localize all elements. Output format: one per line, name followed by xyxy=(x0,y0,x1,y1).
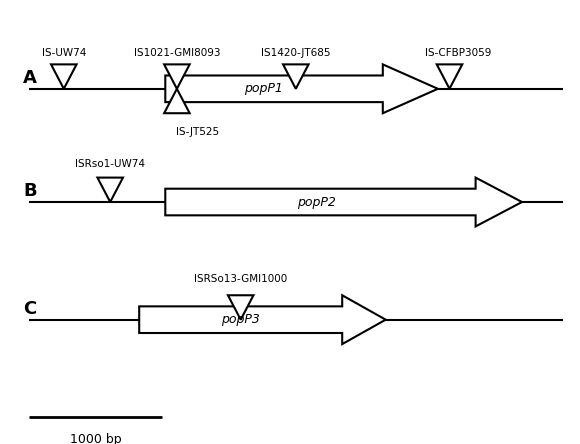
Polygon shape xyxy=(165,178,522,226)
Text: B: B xyxy=(23,182,37,200)
Polygon shape xyxy=(165,64,438,113)
Polygon shape xyxy=(51,64,77,89)
Text: popP3: popP3 xyxy=(221,313,260,326)
Polygon shape xyxy=(283,64,309,89)
Text: IS1021-GMI8093: IS1021-GMI8093 xyxy=(133,48,220,58)
Polygon shape xyxy=(228,295,253,320)
Text: IS1420-JT685: IS1420-JT685 xyxy=(261,48,331,58)
Polygon shape xyxy=(139,295,386,344)
Text: IS-UW74: IS-UW74 xyxy=(42,48,86,58)
Polygon shape xyxy=(97,178,123,202)
Text: C: C xyxy=(23,300,37,317)
Text: popP1: popP1 xyxy=(244,82,284,95)
Polygon shape xyxy=(437,64,462,89)
Text: ISRSo13-GMI1000: ISRSo13-GMI1000 xyxy=(194,274,287,284)
Text: IS-CFBP3059: IS-CFBP3059 xyxy=(425,48,491,58)
Text: IS-JT525: IS-JT525 xyxy=(176,127,219,137)
Text: 1000 bp: 1000 bp xyxy=(70,433,122,444)
Polygon shape xyxy=(164,64,190,89)
Polygon shape xyxy=(164,89,190,113)
Text: ISRso1-UW74: ISRso1-UW74 xyxy=(75,159,145,169)
Text: popP2: popP2 xyxy=(296,195,336,209)
Text: A: A xyxy=(23,69,37,87)
